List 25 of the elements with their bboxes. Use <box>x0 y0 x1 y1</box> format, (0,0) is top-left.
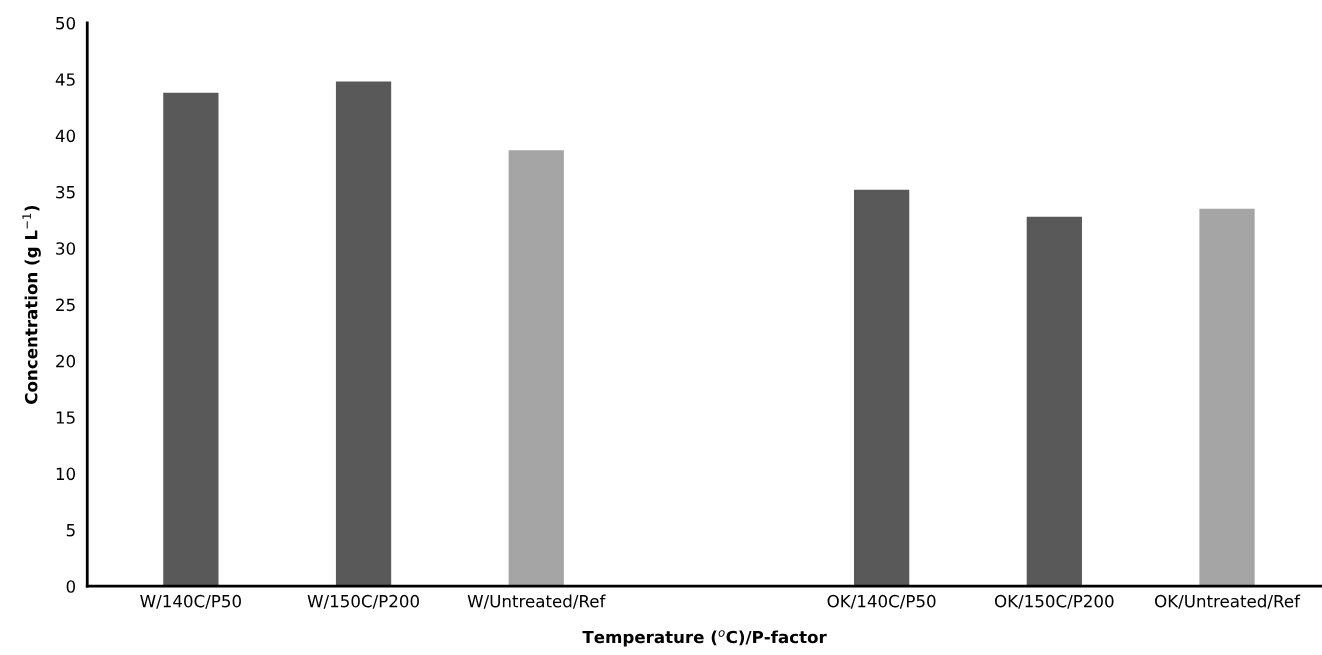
x-tick-label: OK/150C/P200 <box>994 594 1114 609</box>
y-tick-label: 30 <box>56 242 76 255</box>
y-tick-label: 40 <box>55 129 76 143</box>
y-axis-title: Concentration (g L$^{−1}$) <box>22 205 41 404</box>
y-tick-label: 20 <box>56 354 76 368</box>
x-tick-label: W/140C/P50 <box>140 594 241 609</box>
x-tick-label: W/150C/P200 <box>307 594 419 609</box>
bar <box>854 189 910 587</box>
bar <box>1199 208 1255 587</box>
bar <box>335 81 392 587</box>
y-tick-label: 0 <box>66 580 76 593</box>
bar <box>1026 216 1082 587</box>
bar <box>508 150 564 587</box>
y-tick-label: 25 <box>56 298 75 312</box>
y-tick-label: 5 <box>66 524 75 537</box>
y-tick-label: 45 <box>55 73 75 86</box>
bar <box>163 92 219 587</box>
x-axis-title: Temperature ($^{o}$C)/P-factor <box>582 630 827 647</box>
x-tick-label: OK/Untreated/Ref <box>1155 594 1301 609</box>
y-tick-label: 10 <box>56 467 76 481</box>
y-tick-label: 50 <box>56 16 76 30</box>
x-tick-label: OK/140C/P50 <box>827 594 936 609</box>
x-tick-label: W/Untreated/Ref <box>467 594 606 609</box>
y-tick-label: 35 <box>56 185 75 199</box>
y-tick-label: 15 <box>56 411 75 424</box>
